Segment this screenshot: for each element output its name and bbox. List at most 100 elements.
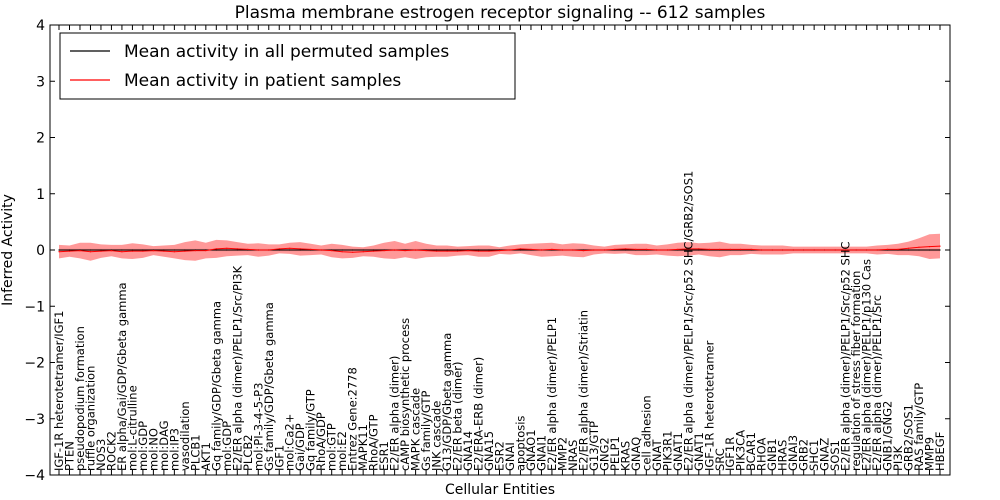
point-series-1 [194, 250, 196, 252]
x-tick-label: PIK3CA [734, 430, 748, 471]
point-series-1 [708, 248, 710, 250]
x-tick-label: KRAS [618, 441, 632, 471]
y-tick-label: 3 [36, 74, 45, 90]
point-series-1 [656, 249, 658, 251]
point-series-1 [100, 250, 102, 252]
x-tick-label: E2/ER alpha (dimer) [388, 356, 402, 471]
series-lines [58, 245, 941, 253]
point-series-1 [152, 250, 154, 252]
x-tick-label: GRB2 [797, 439, 811, 471]
x-tick-label: mol:NO [146, 428, 160, 471]
y-tick-label: 2 [36, 131, 45, 147]
point-series-1 [582, 250, 585, 252]
point-series-1 [834, 249, 836, 251]
point-series-1 [666, 249, 668, 251]
x-tick-label: SOS1 [828, 440, 842, 471]
point-series-1 [729, 248, 731, 250]
point-series-0 [299, 249, 301, 251]
chart-title: Plasma membrane estrogen receptor signal… [235, 3, 766, 23]
x-tick-label: MMP2 [555, 437, 569, 471]
point-series-1 [467, 250, 469, 252]
band-series-1 [59, 233, 940, 261]
point-series-1 [540, 249, 543, 251]
point-series-1 [614, 248, 616, 250]
y-tick-label: −1 [24, 299, 45, 315]
point-series-0 [215, 249, 217, 251]
x-tick-label: ruffle organization [84, 366, 98, 471]
y-tick-label: 1 [36, 187, 45, 203]
x-tick-label: GNG2 [597, 437, 611, 471]
point-series-1 [750, 248, 752, 250]
x-tick-label: Entrez Gene:2778 [346, 367, 360, 471]
y-tick-labels: 4 3 2 1 0 −1 −2 −3 −4 [24, 18, 950, 484]
x-tick-label: HBEGF [933, 432, 947, 471]
point-series-0 [184, 249, 186, 251]
x-tick-label: vasodilation [178, 401, 192, 471]
x-tick-label: GNAQ [629, 437, 643, 471]
x-tick-label: E2/ER alpha (dimer)/PELP1/Src/PI3K [230, 265, 244, 471]
point-series-0 [687, 249, 689, 251]
x-tick-label: Gs family/GTP [419, 391, 433, 471]
point-series-0 [456, 249, 459, 251]
x-tick-label: mol:E2 [335, 431, 349, 471]
x-tick-label: pseudopodium formation [73, 326, 87, 471]
point-series-0 [236, 249, 238, 251]
point-series-1 [509, 249, 511, 251]
x-tick-label: G13/GDP/Gbeta gamma [440, 333, 454, 471]
x-tick-label: GNB1/GNG2 [881, 401, 895, 471]
x-tick-label: NRAS [566, 440, 580, 471]
point-series-1 [425, 250, 427, 252]
point-series-0 [58, 249, 60, 251]
point-series-0 [278, 249, 280, 251]
point-series-1 [257, 249, 259, 251]
x-tick-label: ER alpha/Gai/GDP/Gbeta gamma [115, 282, 129, 471]
x-tick-label: GNA14 [461, 431, 475, 471]
point-series-1 [603, 249, 606, 251]
point-series-0 [163, 249, 165, 251]
point-series-1 [572, 249, 574, 251]
point-series-1 [551, 248, 553, 250]
x-tick-label: Gq family/GTP [304, 389, 318, 471]
confidence-bands [59, 233, 940, 261]
point-series-0 [173, 249, 175, 251]
x-tick-label: GNB1 [765, 438, 779, 471]
x-tick-label: mol:IP3 [167, 428, 181, 471]
x-tick-label: IGF1 [272, 445, 286, 471]
point-series-1 [939, 245, 941, 247]
x-tick-label: GNAI [503, 442, 517, 471]
x-tick-label: MAPK11 [356, 424, 370, 471]
x-tick-label: PELP1 [608, 436, 622, 471]
point-series-1 [184, 250, 186, 252]
point-series-0 [362, 249, 364, 251]
point-series-1 [498, 250, 501, 252]
point-series-1 [824, 249, 826, 251]
point-series-1 [845, 249, 847, 251]
y-axis-label: Inferred Activity [0, 194, 16, 306]
point-series-1 [593, 249, 595, 251]
point-series-1 [698, 248, 700, 250]
point-series-0 [226, 249, 228, 251]
point-series-1 [205, 250, 207, 252]
x-tick-label: Gai/GDP [293, 423, 307, 471]
point-series-1 [928, 246, 931, 248]
point-series-1 [121, 251, 123, 253]
point-series-1 [740, 248, 742, 250]
point-series-1 [782, 249, 784, 251]
x-tick-label: ESR2 [493, 441, 507, 471]
point-series-1 [519, 248, 522, 250]
point-series-1 [624, 248, 627, 250]
point-series-0 [698, 249, 700, 251]
x-tick-label: E2/ER alpha (dimer)/PELP1 [545, 317, 559, 471]
point-series-1 [415, 249, 417, 251]
x-tick-label: HRAS [776, 440, 790, 471]
x-tick-label: GNAT1 [671, 432, 685, 471]
point-series-1 [373, 250, 375, 252]
point-series-0 [100, 249, 102, 251]
x-tick-label: apoptosis [514, 416, 528, 471]
x-tick-label: RAS family/GTP [912, 383, 926, 471]
x-tick-label: Gq family/GDP/Gbeta gamma [209, 301, 223, 471]
point-series-1 [792, 249, 794, 251]
point-series-0 [918, 249, 920, 251]
x-tick-label: IGF-1R heterotetramer/IGF1 [52, 311, 66, 471]
point-series-1 [687, 248, 689, 250]
